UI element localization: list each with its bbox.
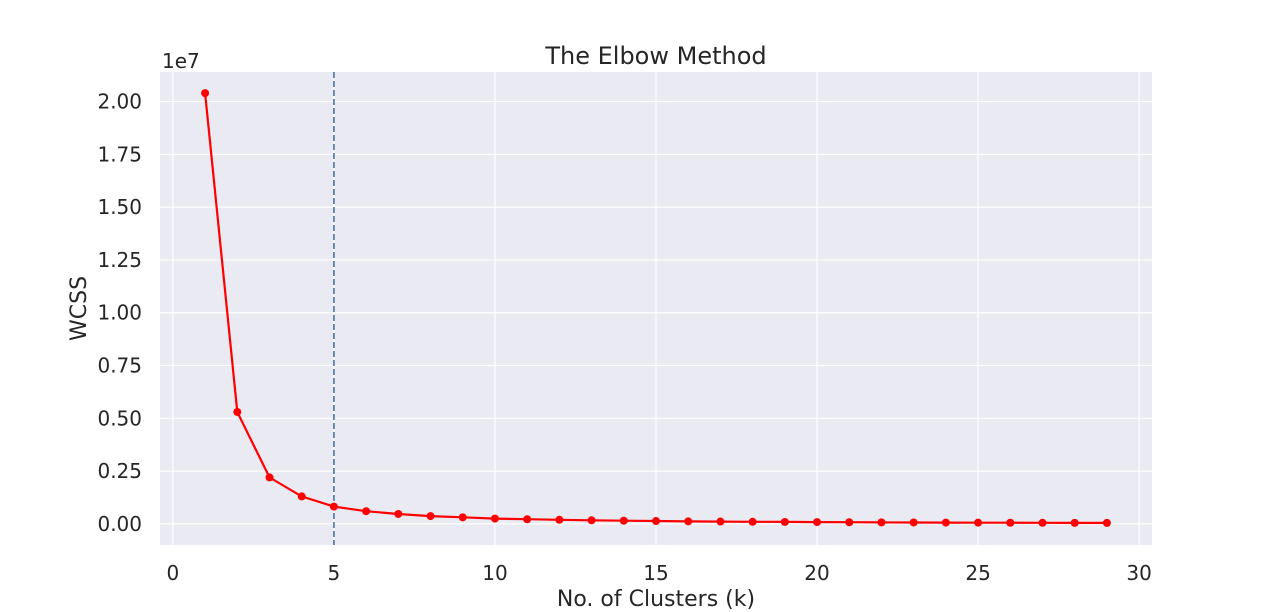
y-tick-label: 1.50 (97, 195, 142, 219)
y-tick-label: 0.00 (97, 512, 142, 536)
data-point (394, 509, 403, 518)
data-point (1006, 518, 1015, 527)
data-point (233, 407, 242, 416)
data-point (974, 518, 983, 527)
data-point (1038, 518, 1047, 527)
data-point (780, 517, 789, 526)
y-tick-label: 1.00 (97, 301, 142, 325)
data-point (652, 517, 660, 526)
chart-title: The Elbow Method (544, 42, 766, 70)
data-point (587, 516, 596, 525)
data-point (201, 89, 210, 98)
y-tick-label: 1.25 (97, 248, 142, 272)
x-tick-label: 25 (965, 561, 990, 585)
x-tick-label: 0 (167, 561, 180, 585)
data-point (555, 515, 564, 524)
wcss-series-markers (201, 89, 1111, 527)
data-point (523, 515, 532, 524)
data-point (845, 518, 854, 527)
data-point (941, 518, 950, 527)
data-point (426, 512, 435, 521)
data-point (716, 517, 725, 526)
x-tick-label: 20 (804, 561, 829, 585)
y-tick-label: 2.00 (97, 90, 142, 114)
x-tick-label: 15 (643, 561, 668, 585)
data-point (1070, 518, 1079, 527)
data-point (813, 518, 822, 527)
data-point (362, 507, 371, 516)
data-point (877, 518, 886, 527)
data-point (909, 518, 918, 527)
data-point (490, 514, 499, 523)
x-tick-label: 10 (482, 561, 507, 585)
data-point (684, 517, 693, 526)
data-point (329, 502, 338, 511)
y-tick-label: 0.50 (97, 406, 142, 430)
y-axis-offset-text: 1e7 (162, 49, 200, 73)
x-tick-labels: 0 5 10 15 20 25 30 (167, 561, 1152, 585)
y-axis-label: WCSS (67, 276, 92, 341)
x-axis-label: No. of Clusters (k) (557, 587, 755, 612)
y-tick-labels: 0.00 0.25 0.50 0.75 1.00 1.25 1.50 1.75 2.00 (97, 90, 142, 536)
y-tick-label: 0.75 (97, 354, 142, 378)
data-point (265, 473, 274, 482)
data-point (458, 513, 467, 522)
data-point (1102, 518, 1111, 527)
y-tick-label: 1.75 (97, 142, 142, 166)
data-point (297, 492, 306, 501)
data-point (748, 517, 757, 526)
x-tick-label: 5 (328, 561, 341, 585)
y-tick-label: 0.25 (97, 459, 142, 483)
data-point (619, 516, 628, 525)
x-tick-label: 30 (1126, 561, 1151, 585)
